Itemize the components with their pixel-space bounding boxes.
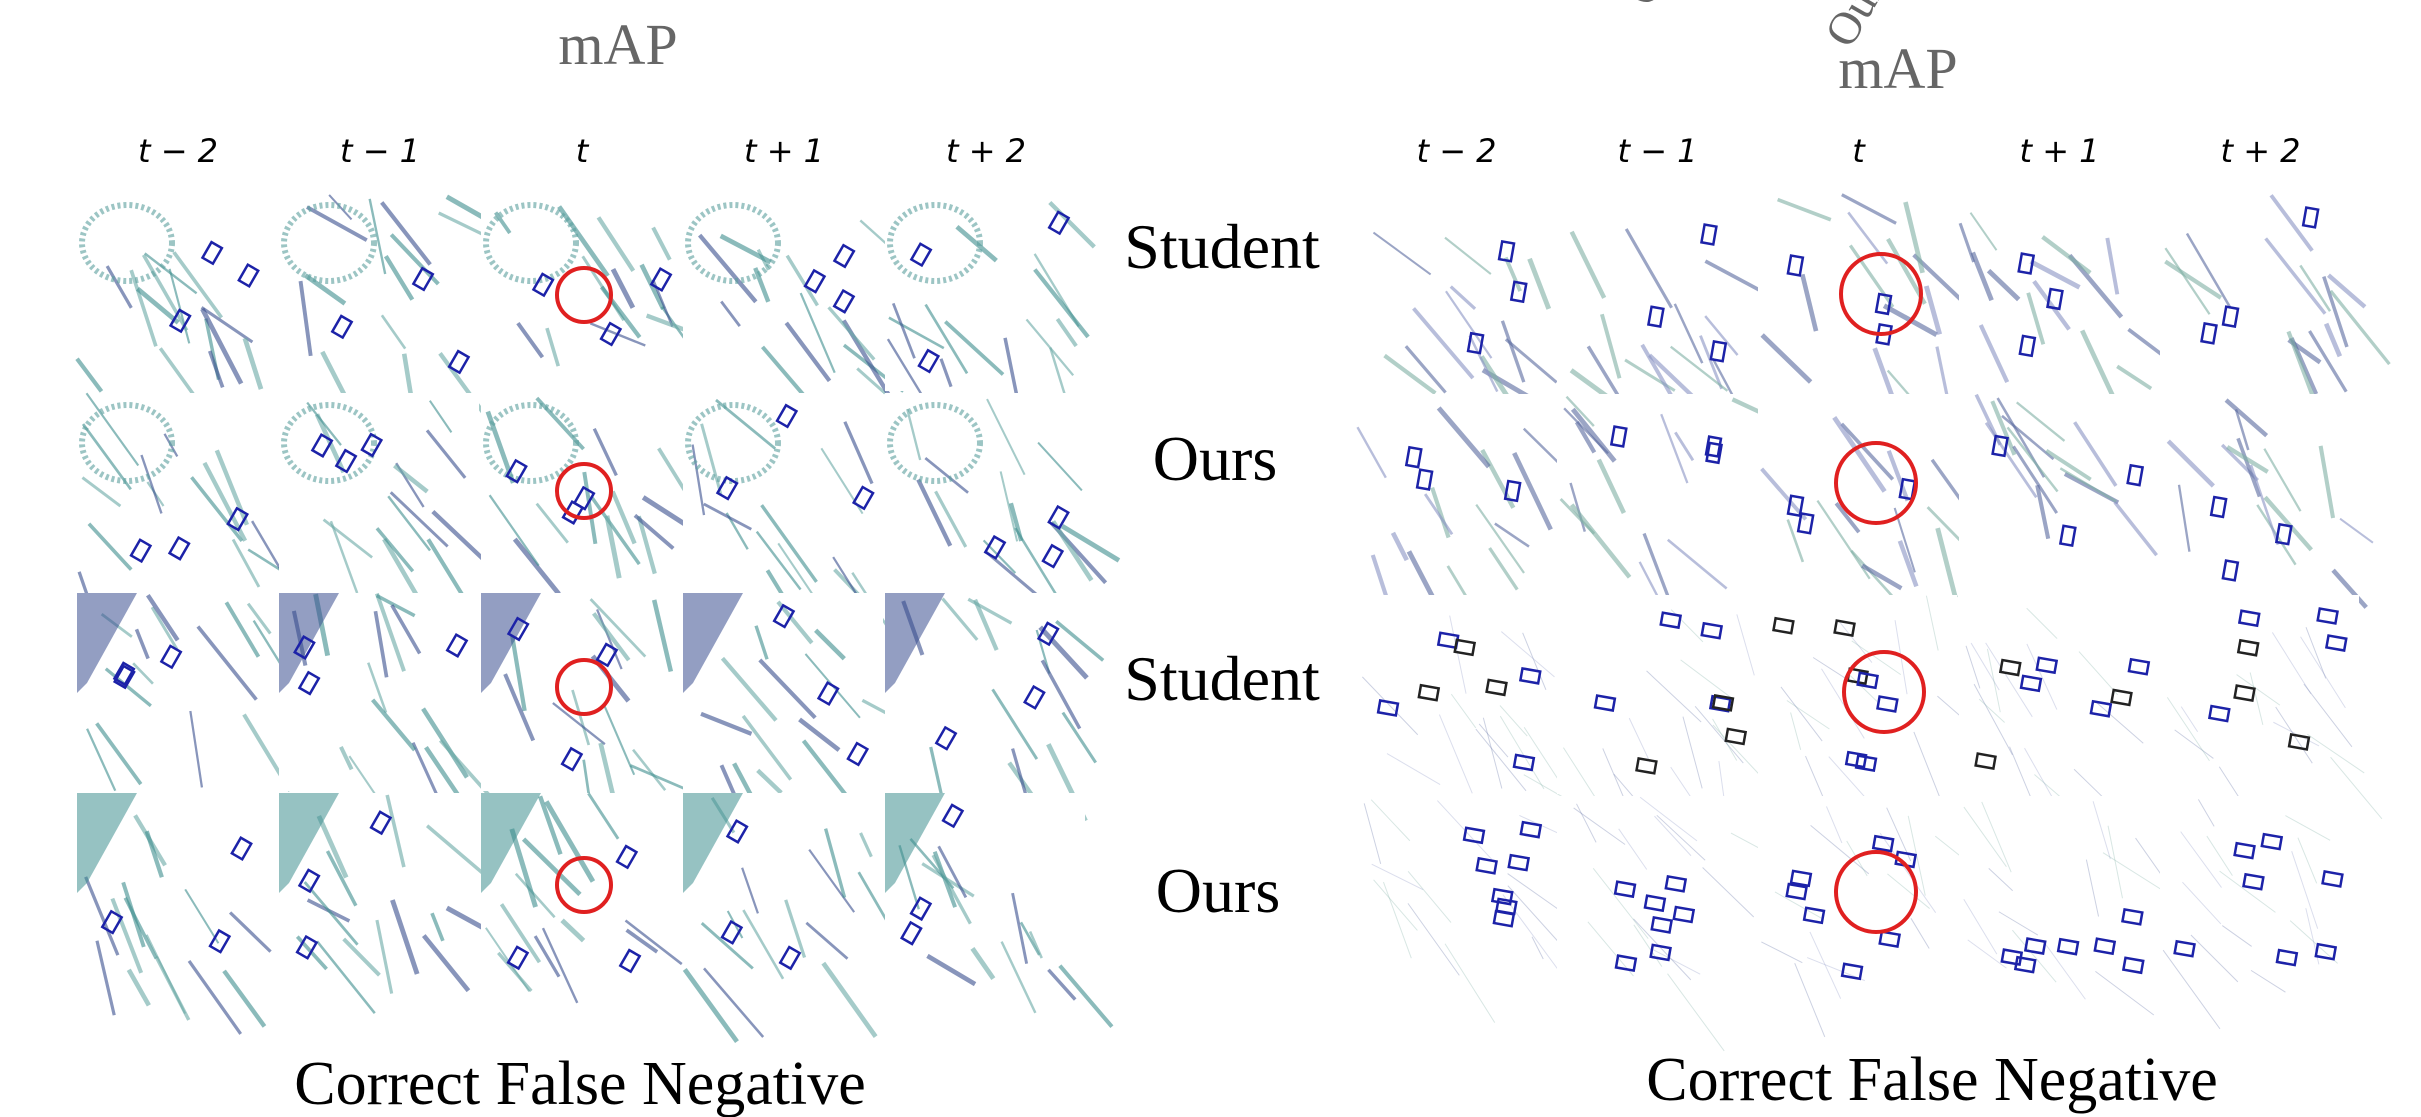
frame-image [279,593,498,812]
caption: Correct False Negative [1646,1046,2218,1114]
frame-bg [279,393,479,591]
frame-image [885,793,1112,1027]
rotated-label: O [1605,0,1682,17]
column-header: t [576,132,590,170]
frame-image [683,593,904,812]
frame-bg [2160,796,2359,995]
frame-bg [1557,796,1756,995]
column-header: t + 1 [2019,132,2099,170]
frame-image [481,793,682,1003]
frame-bg [683,193,883,391]
frame-image [1557,796,1769,1051]
frame-image [2160,595,2382,819]
frame-bg [1959,595,2158,794]
figure: mAP O Ours mAP Student Ours Student Ours… [0,0,2421,1117]
frame-bg [1356,796,1555,995]
metric-label: mAP [1838,36,1957,101]
column-header: t − 1 [1617,132,1697,170]
frame-image [1557,394,1788,619]
frame-image [279,393,484,618]
frame-image [77,193,277,406]
frame-image [481,193,716,391]
frame-image [77,593,290,791]
row-label: Ours [1156,855,1280,926]
frame-image [683,793,893,1042]
frame-image [1356,193,1557,401]
frame-bg [77,193,277,391]
row-label: Ours [1153,423,1277,494]
frame-bg [481,193,681,391]
frame-image [1959,394,2158,593]
row-label: Student [1124,643,1320,714]
frame-bg [2160,595,2359,794]
column-header: t − 1 [340,132,420,170]
metric-label: mAP [558,12,677,77]
frame-image [1959,193,2172,399]
column-header: t + 2 [2220,132,2300,170]
frame-image [1356,595,1565,798]
point-cloud [1060,966,1112,1027]
caption: Correct False Negative [294,1050,866,1117]
frame-image [1959,796,2170,1015]
column-header: t − 2 [138,132,218,170]
frame-image [2160,394,2373,607]
frame-image [885,193,1094,413]
column-header: t + 2 [946,132,1026,170]
column-header: t + 1 [744,132,824,170]
frame-image [1758,394,1988,612]
column-header: t [1852,132,1866,170]
frame-bg [683,393,883,591]
row-label: Student [1124,211,1320,282]
frame-image [77,793,277,1034]
frame-image [885,593,1103,827]
frame-image [885,393,1119,600]
frame-bg [1758,394,1957,593]
frame-image [1959,595,2158,825]
frame-image [2160,193,2389,397]
frame-image [279,793,499,1013]
column-header: t − 2 [1416,132,1496,170]
frame-image [1758,595,1974,814]
frame-image [1356,796,1564,1023]
frame-bg [1959,796,2158,995]
frame-image [1758,796,1983,1037]
frame-image [481,393,706,594]
frame-image [683,193,917,415]
frame-image [279,193,502,428]
frame-image [2160,796,2359,1029]
frame-bg [279,193,479,391]
frame-bg [885,393,1085,591]
frame-bg [1356,595,1555,794]
